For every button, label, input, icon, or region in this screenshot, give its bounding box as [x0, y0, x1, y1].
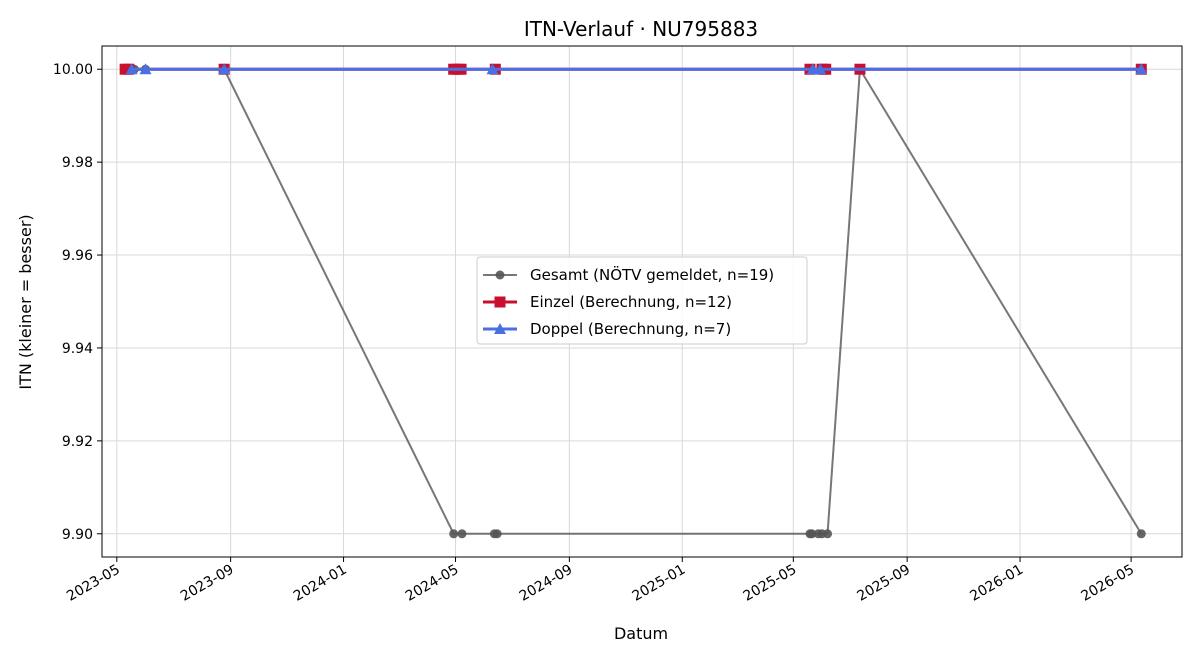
legend-label-einzel: Einzel (Berechnung, n=12): [530, 293, 732, 311]
point-gesamt: [1136, 529, 1146, 539]
point-doppel: [139, 63, 152, 75]
chart-title: ITN-Verlauf · NU795883: [524, 17, 758, 41]
y-tick-label: 10.00: [53, 62, 93, 78]
legend: Gesamt (NÖTV gemeldet, n=19) Einzel (Bere…: [476, 256, 808, 345]
point-gesamt: [492, 529, 502, 539]
plot-frame: [101, 45, 1183, 558]
y-tick-label: 9.94: [62, 341, 93, 357]
legend-label-gesamt: Gesamt (NÖTV gemeldet, n=19): [530, 265, 774, 284]
point-doppel: [814, 63, 827, 75]
x-axis-label: Datum: [614, 624, 668, 643]
legend-item-gesamt: Gesamt (NÖTV gemeldet, n=19): [483, 265, 774, 284]
legend-item-doppel: Doppel (Berechnung, n=7): [483, 320, 731, 338]
series-layer: [119, 63, 1148, 539]
legend-swatch-marker: [495, 270, 505, 280]
legend-item-einzel: Einzel (Berechnung, n=12): [483, 293, 732, 311]
point-gesamt: [457, 529, 467, 539]
y-tick-label: 9.90: [62, 527, 93, 543]
point-gesamt: [449, 529, 459, 539]
point-doppel: [218, 63, 231, 75]
point-doppel: [486, 63, 499, 75]
point-doppel: [125, 63, 138, 75]
y-tick-label: 9.96: [62, 248, 93, 264]
point-gesamt: [807, 529, 817, 539]
point-doppel: [1135, 63, 1148, 75]
legend-swatch-marker: [494, 323, 506, 334]
y-axis-label: ITN (kleiner = besser): [16, 214, 35, 389]
point-gesamt: [823, 529, 833, 539]
y-tick-label: 9.98: [62, 155, 93, 171]
legend-box: [476, 256, 808, 345]
legend-swatch-marker: [494, 296, 506, 308]
y-tick-label: 9.92: [62, 434, 93, 450]
series-doppel: [125, 63, 1148, 75]
legend-label-doppel: Doppel (Berechnung, n=7): [530, 320, 731, 338]
